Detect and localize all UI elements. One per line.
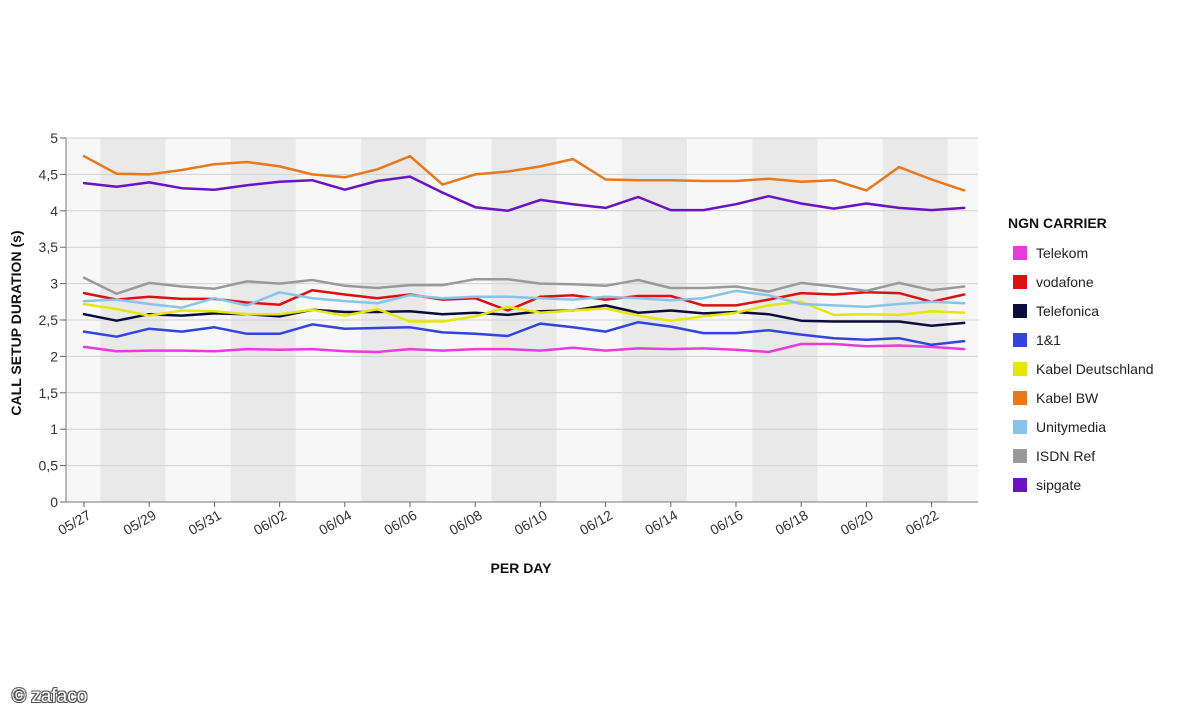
x-tick-label: 06/06 [381,507,420,538]
legend-swatch-telefonica [1013,304,1027,318]
legend-swatch-isdn-ref [1013,449,1027,463]
x-tick-label: 06/12 [577,507,616,538]
y-tick-label: 2 [50,348,58,364]
x-tick-label: 06/10 [512,507,551,538]
y-tick-label: 0,5 [39,458,59,474]
x-tick-label: 06/22 [903,507,942,538]
legend-label-unitymedia: Unitymedia [1036,419,1106,435]
x-tick-label: 06/18 [772,507,811,538]
y-tick-label: 2,5 [39,312,59,328]
legend-label-sipgate: sipgate [1036,477,1081,493]
legend-swatch-unitymedia [1013,420,1027,434]
series-line-1-1 [82,320,966,347]
legend-label-isdn-ref: ISDN Ref [1036,448,1095,464]
series-lines [82,154,966,354]
y-tick-label: 4 [50,203,58,219]
legend-swatch-sipgate [1013,478,1027,492]
x-tick-label: 06/14 [642,507,681,538]
x-tick-label: 06/02 [251,507,290,538]
y-tick-label: 3 [50,276,58,292]
legend-items: Telekom vodafone Telefonica 1&1 Kabel Deutsc… [1013,245,1154,493]
y-axis-title: CALL SETUP DURATION (s) [8,230,24,415]
series-line-unitymedia [82,289,966,309]
legend-label-1-1: 1&1 [1036,332,1061,348]
copyright-watermark: © zafaco [12,686,88,707]
y-tick-label: 5 [50,130,58,146]
axes [65,138,978,503]
series-line-isdn-ref [82,276,966,296]
legend-title: NGN CARRIER [1008,215,1107,231]
series-line-telekom [82,342,966,354]
x-tick-label: 05/29 [120,507,159,538]
legend-swatch-telekom [1013,246,1027,260]
x-tick-label: 06/04 [316,507,355,538]
series-line-sipgate [82,175,966,213]
y-tick-labels: 0 0,5 1 1,5 2 2,5 3 3,5 4 4,5 5 [39,130,59,510]
legend-label-kabel-bw: Kabel BW [1036,390,1099,406]
legend-swatch-1-1 [1013,333,1027,347]
legend-swatch-kabel-deutschland [1013,362,1027,376]
legend-label-kabel-deutschland: Kabel Deutschland [1036,361,1154,377]
legend-label-telefonica: Telefonica [1036,303,1099,319]
y-tick-label: 4,5 [39,166,59,182]
y-tick-label: 1,5 [39,385,59,401]
x-tick-label: 06/20 [838,507,877,538]
y-tick-label: 1 [50,421,58,437]
legend: NGN CARRIER Telekom vodafone Telefonica 1&1… [1008,215,1154,493]
legend-swatch-vodafone [1013,275,1027,289]
x-tick-labels: 05/27 05/29 05/31 06/02 06/04 06/06 06/08 06/10… [55,502,941,538]
x-tick-label: 05/27 [55,507,94,538]
series-line-kabel-deutschland [82,300,966,323]
legend-label-vodafone: vodafone [1036,274,1094,290]
legend-label-telekom: Telekom [1036,245,1088,261]
x-tick-label: 06/16 [707,507,746,538]
y-tick-label: 3,5 [39,239,59,255]
series-line-kabel-bw [82,154,966,192]
x-tick-label: 06/08 [446,507,485,538]
x-tick-label: 05/31 [186,507,225,538]
y-tick-label: 0 [50,494,58,510]
legend-swatch-kabel-bw [1013,391,1027,405]
x-axis-title: PER DAY [491,560,553,576]
